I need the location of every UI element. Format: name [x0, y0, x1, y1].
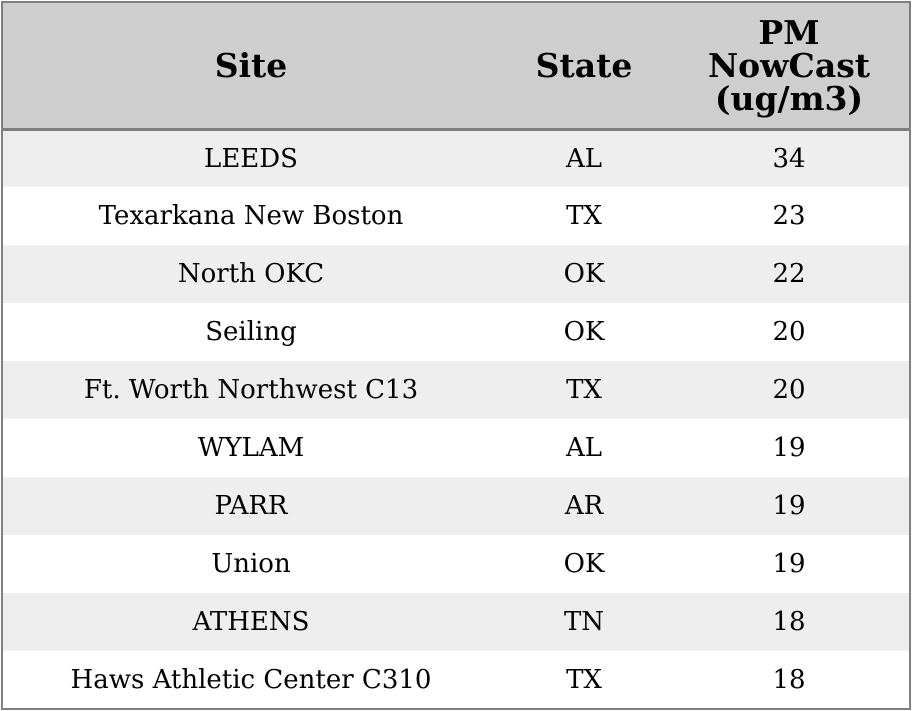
cell-pm-nowcast: 23: [772, 201, 806, 231]
cell-site: LEEDS: [204, 143, 298, 174]
table-header: Site State PM NowCast (ug/m3): [3, 3, 909, 131]
table-row: Union OK 19: [3, 535, 909, 593]
cell-state: AL: [565, 433, 603, 463]
pm-header-line-2: NowCast: [707, 45, 871, 85]
table-row: ATHENS TN 18: [3, 593, 909, 651]
cell-site: Ft. Worth Northwest C13: [83, 375, 419, 405]
cell-state: TN: [563, 607, 605, 637]
cell-state: TX: [566, 665, 602, 695]
header-row: Site State PM NowCast (ug/m3): [3, 3, 909, 131]
table-row: WYLAM AL 19: [3, 419, 909, 477]
cell-state: TX: [566, 375, 602, 405]
cell-state: OK: [563, 259, 605, 289]
table-row: Seiling OK 20: [3, 303, 909, 361]
cell-pm-nowcast: 34: [772, 143, 806, 174]
table-body: LEEDS AL 34 Texarkana New Boston TX 23 North O…: [3, 129, 909, 708]
cell-site: North OKC: [177, 259, 325, 289]
cell-pm-nowcast: 19: [772, 491, 806, 521]
table-row: Ft. Worth Northwest C13 TX 20: [3, 361, 909, 419]
cell-pm-nowcast: 20: [772, 375, 806, 405]
pm-header-line-3: (ug/m3): [714, 78, 864, 118]
column-header-state: State: [499, 3, 669, 131]
cell-state: OK: [563, 317, 605, 347]
cell-pm-nowcast: 19: [772, 549, 806, 579]
cell-site: WYLAM: [197, 433, 305, 463]
cell-site: ATHENS: [192, 607, 310, 637]
cell-site: Seiling: [205, 317, 297, 347]
cell-state: OK: [563, 549, 605, 579]
cell-site: Haws Athletic Center C310: [70, 665, 432, 695]
cell-site: PARR: [214, 491, 288, 521]
cell-pm-nowcast: 19: [772, 433, 806, 463]
table-row: Haws Athletic Center C310 TX 18: [3, 651, 909, 708]
cell-state: AR: [564, 491, 604, 521]
cell-site: Union: [211, 549, 291, 579]
cell-pm-nowcast: 22: [772, 259, 806, 289]
cell-pm-nowcast: 18: [772, 665, 806, 695]
cell-site: Texarkana New Boston: [98, 201, 404, 231]
column-header-site: Site: [3, 3, 499, 131]
table-row: LEEDS AL 34: [3, 129, 909, 187]
pm-nowcast-table: Site State PM NowCast (ug/m3) LEEDS AL 34 T…: [3, 3, 909, 708]
cell-pm-nowcast: 18: [772, 607, 806, 637]
table-row: Texarkana New Boston TX 23: [3, 187, 909, 245]
cell-state: TX: [566, 201, 602, 231]
table-row: North OKC OK 22: [3, 245, 909, 303]
column-header-pm-nowcast: PM NowCast (ug/m3): [669, 3, 909, 131]
cell-pm-nowcast: 20: [772, 317, 806, 347]
cell-state: AL: [565, 143, 603, 174]
table-row: PARR AR 19: [3, 477, 909, 535]
pm-header-line-1: PM: [758, 12, 820, 52]
